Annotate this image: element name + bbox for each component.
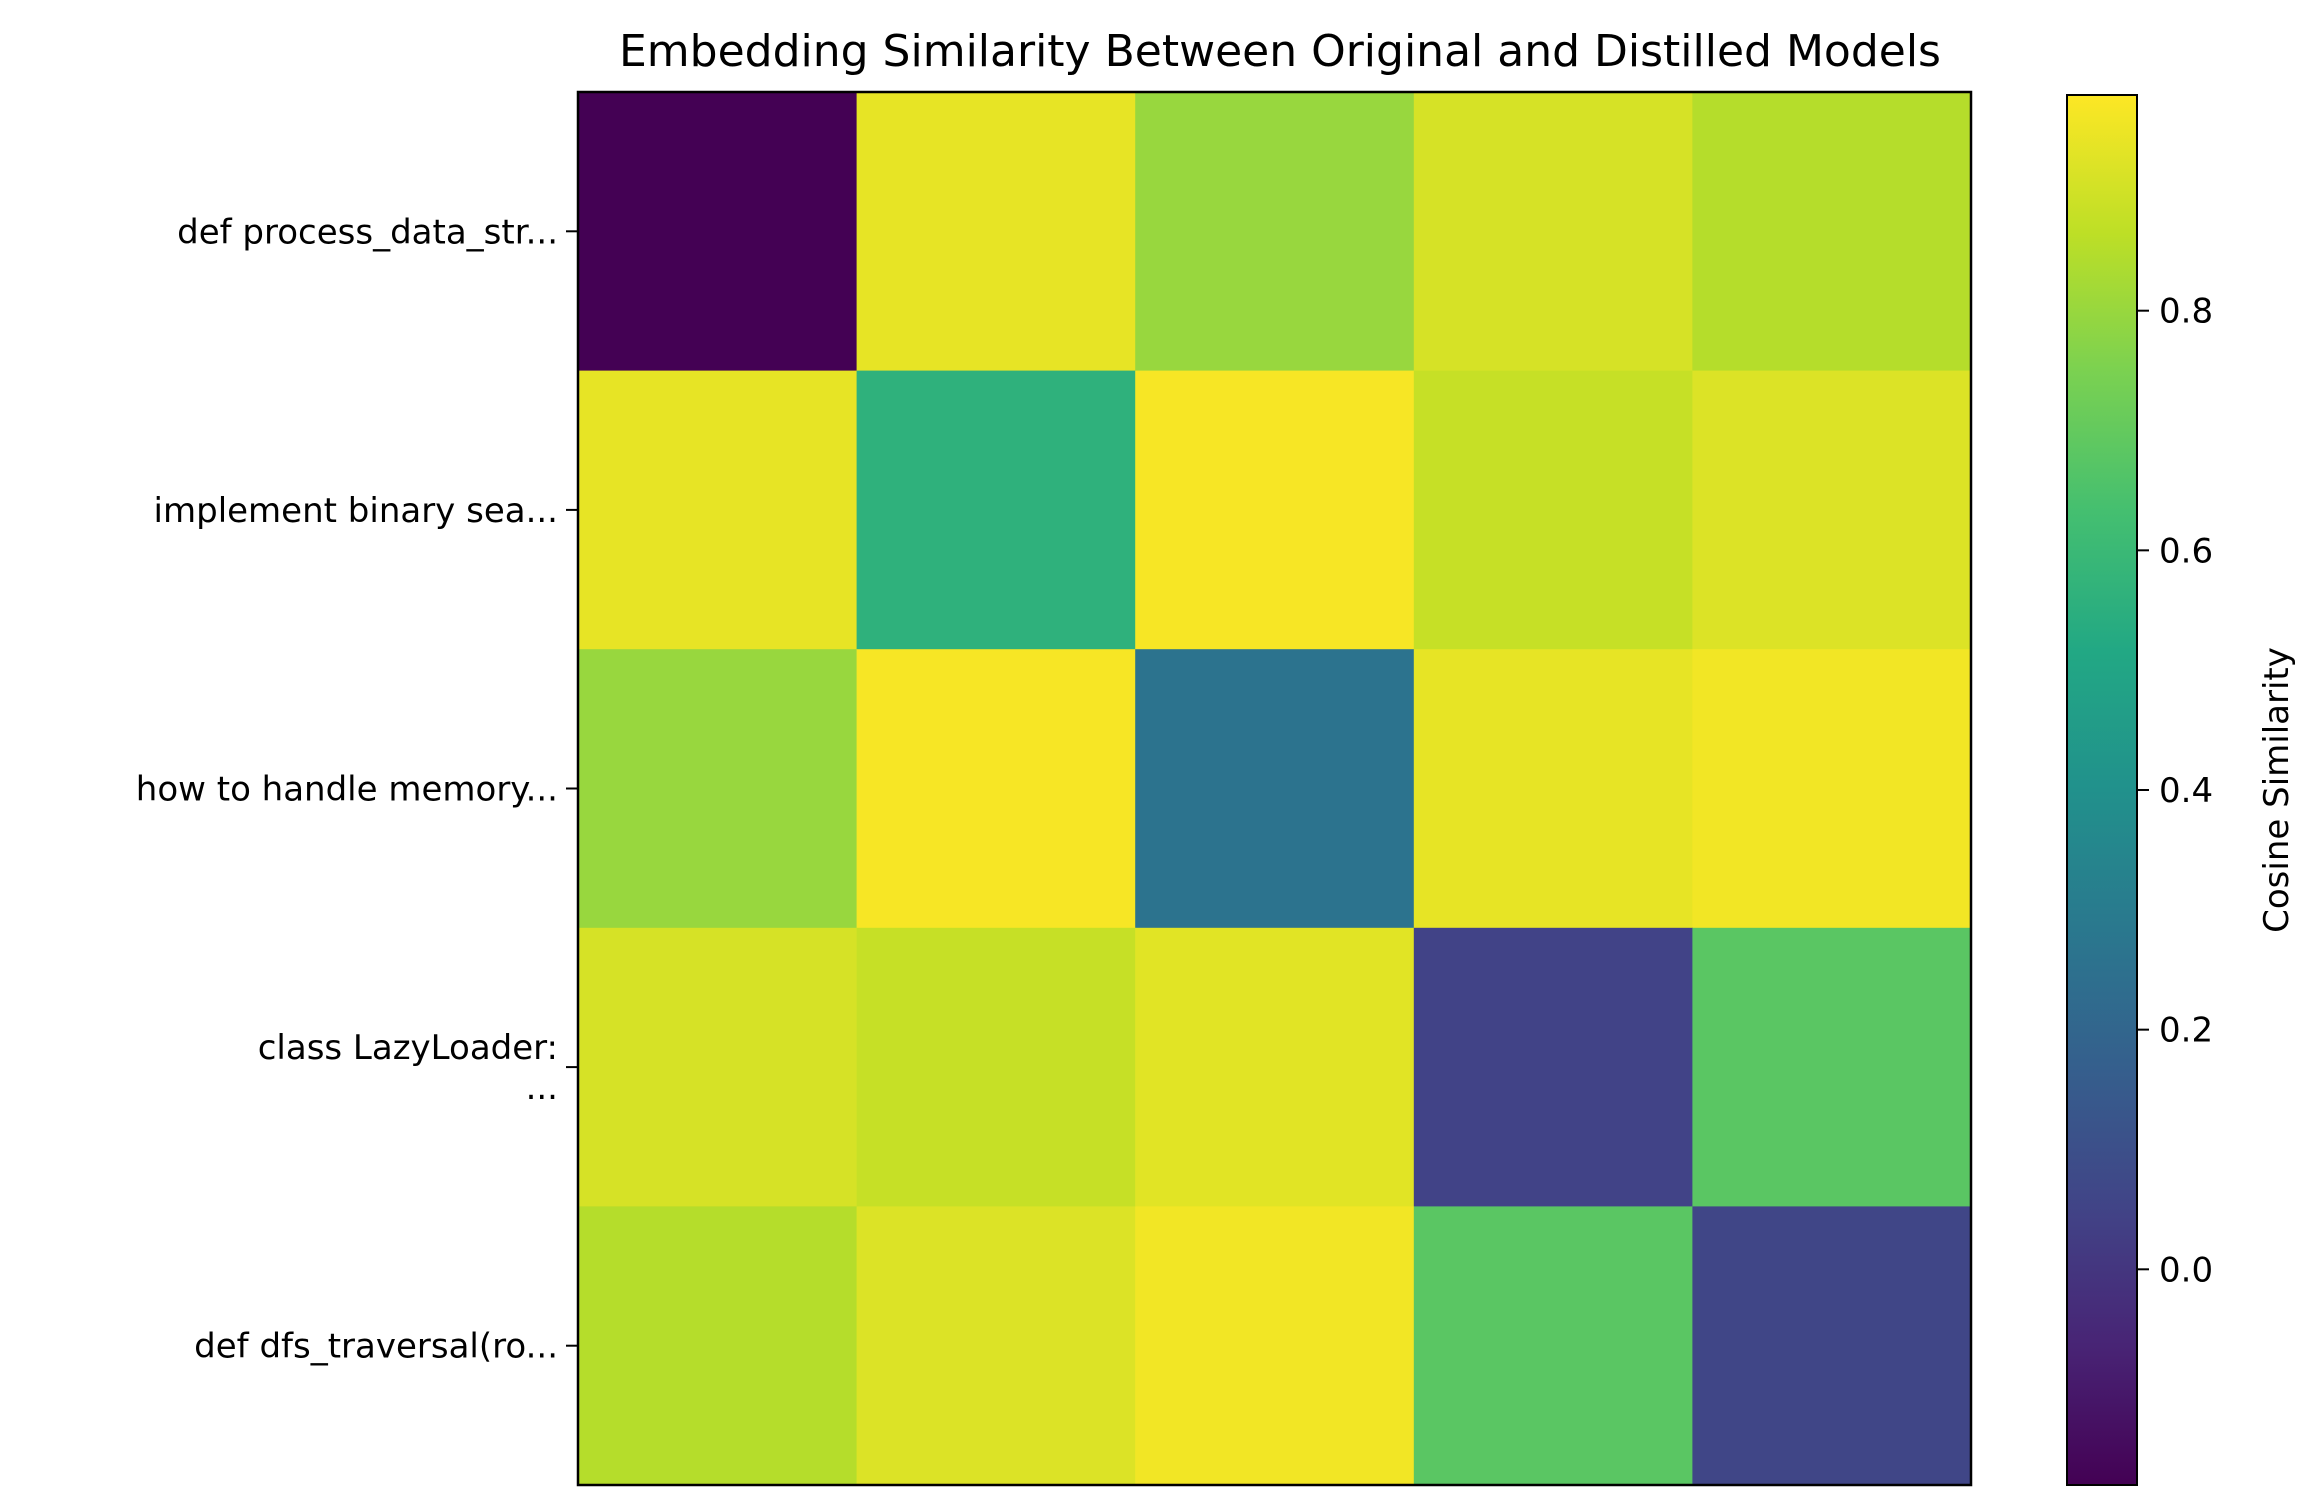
heatmap-cell-r0-c4 [1692,92,1972,372]
heatmap-cell-r3-c4 [1692,927,1972,1207]
heatmap-cell-r4-c1 [856,1206,1136,1486]
heatmap-cell-r1-c0 [578,370,858,650]
heatmap-cell-r0-c3 [1413,92,1693,372]
colorbar-tick-label: 0.0 [2159,1250,2213,1290]
colorbar [2066,94,2138,1486]
heatmap-cell-r2-c1 [856,649,1136,929]
heatmap-cell-r3-c3 [1413,927,1693,1207]
row-tick-label: def process_data_str... [177,212,558,252]
heatmap-cell-r2-c3 [1413,649,1693,929]
heatmap-cell-r2-c2 [1135,649,1415,929]
colorbar-tick-label: 0.6 [2159,531,2213,571]
row-tick-label: def dfs_traversal(ro... [194,1327,558,1367]
colorbar-tick-label: 0.2 [2159,1011,2213,1051]
row-tick-label: class LazyLoader:... [258,1028,558,1108]
heatmap-cell-r3-c2 [1135,927,1415,1207]
heatmap-cell-r0-c2 [1135,92,1415,372]
colorbar-ticks: 0.0 0.2 0.4 0.6 0.8 [2137,292,2213,1290]
heatmap-cell-r3-c0 [578,927,858,1207]
heatmap-cell-r0-c0 [578,92,858,372]
row-tick-label: how to handle memory... [136,770,558,810]
heatmap-cell-r3-c1 [856,927,1136,1207]
heatmap-cell-r1-c3 [1413,370,1693,650]
colorbar-tick-label: 0.4 [2159,771,2213,811]
colorbar-label: Cosine Similarity [2257,647,2297,933]
heatmap-cells [578,92,1972,1486]
heatmap-cell-r4-c3 [1413,1206,1693,1486]
heatmap-cell-r2-c0 [578,649,858,929]
heatmap-cell-r0-c1 [856,92,1136,372]
heatmap-cell-r1-c4 [1692,370,1972,650]
heatmap-cell-r2-c4 [1692,649,1972,929]
chart-title: Embedding Similarity Between Original an… [619,26,1941,77]
row-tick-labels: def process_data_str... implement binary … [136,212,578,1367]
heatmap-cell-r4-c2 [1135,1206,1415,1486]
heatmap-cell-r4-c4 [1692,1206,1972,1486]
heatmap-cell-r1-c1 [856,370,1136,650]
colorbar-tick-label: 0.8 [2159,292,2213,332]
row-tick-label: implement binary sea... [154,491,558,531]
heatmap-cell-r1-c2 [1135,370,1415,650]
heatmap-cell-r4-c0 [578,1206,858,1486]
